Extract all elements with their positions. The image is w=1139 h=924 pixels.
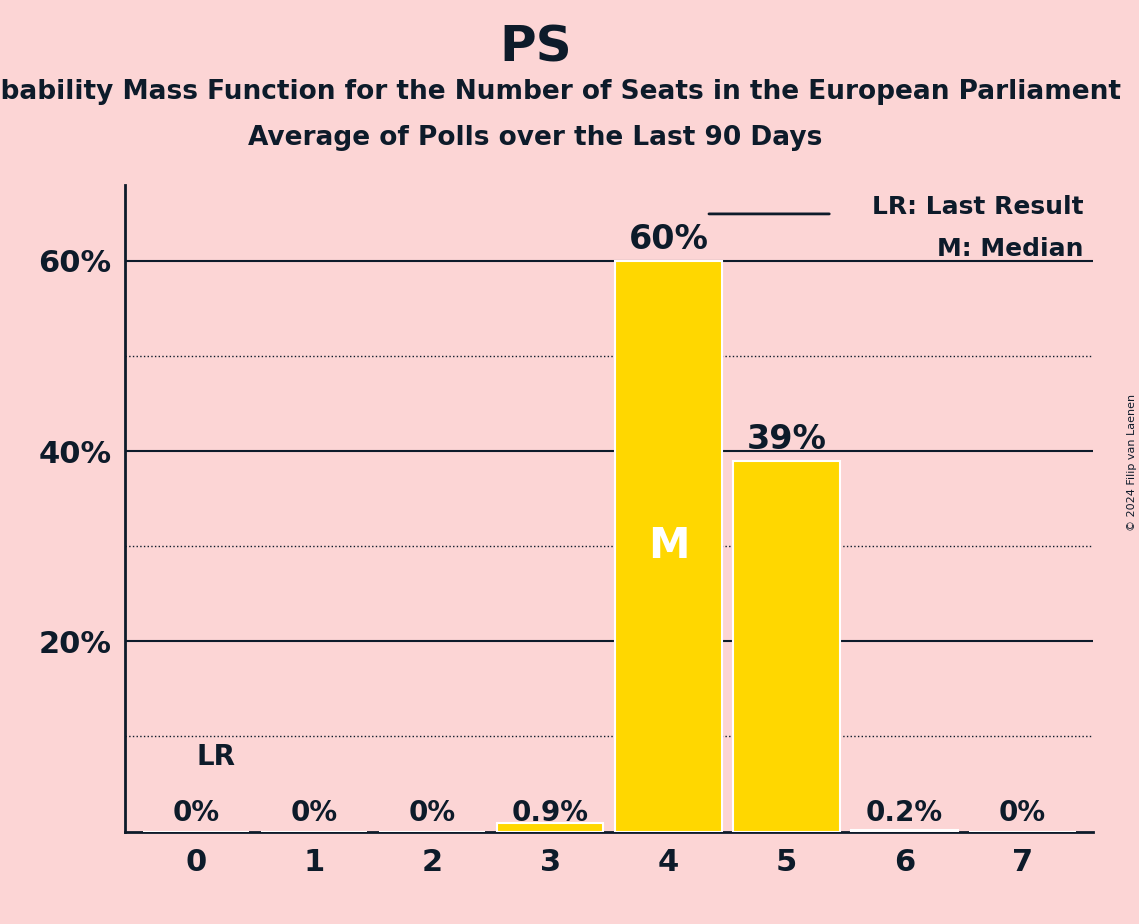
- Bar: [734, 461, 839, 832]
- Text: © 2024 Filip van Laenen: © 2024 Filip van Laenen: [1126, 394, 1137, 530]
- Bar: [615, 261, 721, 832]
- Text: LR: LR: [196, 743, 235, 772]
- Text: 0.9%: 0.9%: [511, 799, 589, 827]
- Text: 60%: 60%: [629, 223, 708, 256]
- Text: Probability Mass Function for the Number of Seats in the European Parliament: Probability Mass Function for the Number…: [0, 79, 1121, 104]
- Text: LR: Last Result: LR: Last Result: [872, 194, 1084, 218]
- Bar: [498, 823, 604, 832]
- Text: 0%: 0%: [173, 799, 220, 827]
- Text: PS: PS: [499, 23, 572, 71]
- Text: 0%: 0%: [290, 799, 338, 827]
- Text: M: Median: M: Median: [937, 237, 1084, 261]
- Bar: [852, 830, 958, 832]
- Text: 0.2%: 0.2%: [866, 799, 943, 827]
- Text: Average of Polls over the Last 90 Days: Average of Polls over the Last 90 Days: [248, 125, 822, 151]
- Text: 0%: 0%: [999, 799, 1046, 827]
- Text: 0%: 0%: [409, 799, 456, 827]
- Text: M: M: [648, 525, 689, 567]
- Text: 39%: 39%: [746, 423, 827, 456]
